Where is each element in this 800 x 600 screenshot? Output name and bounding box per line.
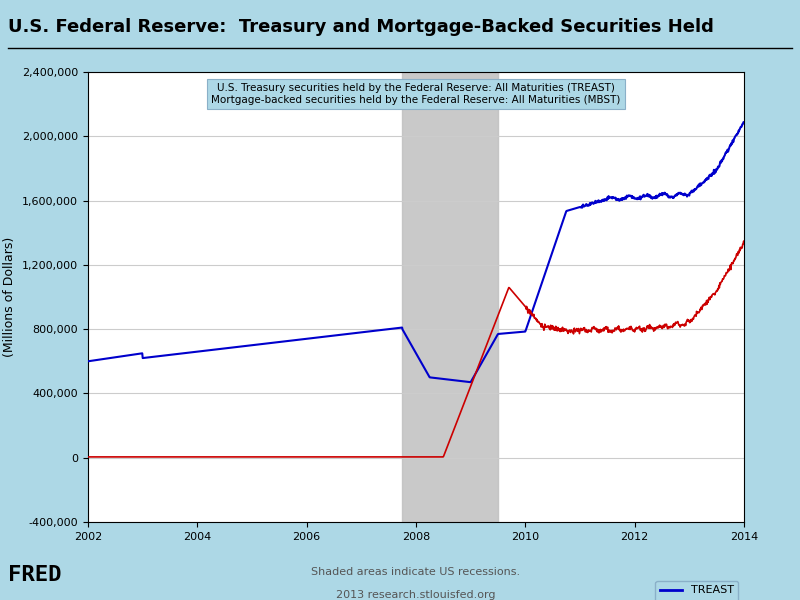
Text: U.S. Federal Reserve:  Treasury and Mortgage-Backed Securities Held: U.S. Federal Reserve: Treasury and Mortg…: [8, 18, 714, 36]
Text: 2013 research.stlouisfed.org: 2013 research.stlouisfed.org: [336, 589, 496, 599]
Text: U.S. Treasury securities held by the Federal Reserve: All Maturities (TREAST)
Mo: U.S. Treasury securities held by the Fed…: [211, 83, 621, 105]
Text: FRED: FRED: [8, 565, 62, 585]
Y-axis label: (Millions of Dollars): (Millions of Dollars): [3, 237, 17, 357]
Bar: [402, 72, 498, 522]
Legend: TREAST, MBST: TREAST, MBST: [655, 581, 738, 600]
Text: Shaded areas indicate US recessions.: Shaded areas indicate US recessions.: [311, 567, 521, 577]
